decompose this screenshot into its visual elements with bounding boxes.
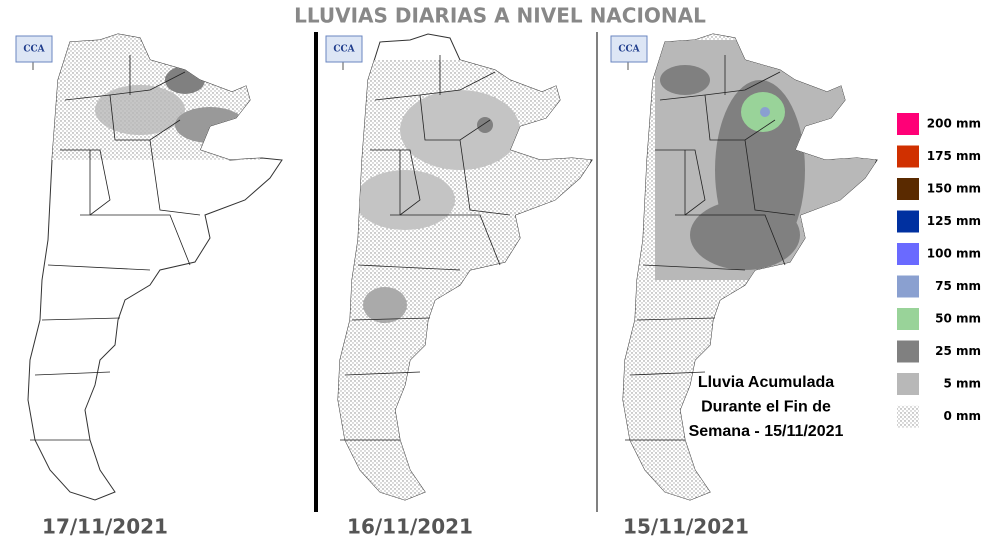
legend-label: 50 mm	[935, 312, 981, 326]
legend-swatch	[897, 210, 919, 233]
legend-swatch-dots	[897, 405, 919, 428]
legend-swatch	[897, 178, 919, 200]
legend-swatch	[897, 373, 919, 395]
logo-text: CCA	[618, 45, 640, 55]
title: LLUVIAS DIARIAS A NIVEL NACIONAL	[294, 4, 706, 28]
date-label: 15/11/2021	[623, 515, 749, 539]
legend-swatch	[897, 145, 919, 168]
legend-label: 200 mm	[927, 117, 981, 131]
annotation-line: Durante el Fin de	[701, 399, 831, 416]
logo-text: CCA	[333, 45, 355, 55]
logo-box	[325, 35, 363, 63]
logo-box	[610, 35, 648, 63]
legend-swatch	[897, 243, 919, 265]
legend-label: 0 mm	[943, 409, 981, 423]
legend-label: 100 mm	[927, 247, 981, 261]
legend-swatch	[897, 308, 919, 330]
legend-label: 25 mm	[935, 344, 981, 358]
map-panel	[27, 33, 283, 501]
legend-label: 175 mm	[927, 149, 981, 163]
annotation-line: Lluvia Acumulada	[698, 374, 834, 391]
date-label: 16/11/2021	[347, 515, 473, 539]
legend-swatch	[897, 113, 919, 135]
legend-label: 75 mm	[935, 279, 981, 293]
legend-swatch	[897, 340, 919, 363]
legend-swatch	[897, 275, 919, 298]
map-panel	[337, 33, 593, 501]
legend-label: 125 mm	[927, 214, 981, 228]
logo-box	[15, 35, 53, 63]
logo-text: CCA	[23, 45, 45, 55]
legend-label: 5 mm	[943, 377, 981, 391]
legend-label: 150 mm	[927, 182, 981, 196]
annotation-line: Semana - 15/11/2021	[689, 423, 844, 440]
date-label: 17/11/2021	[42, 515, 168, 539]
